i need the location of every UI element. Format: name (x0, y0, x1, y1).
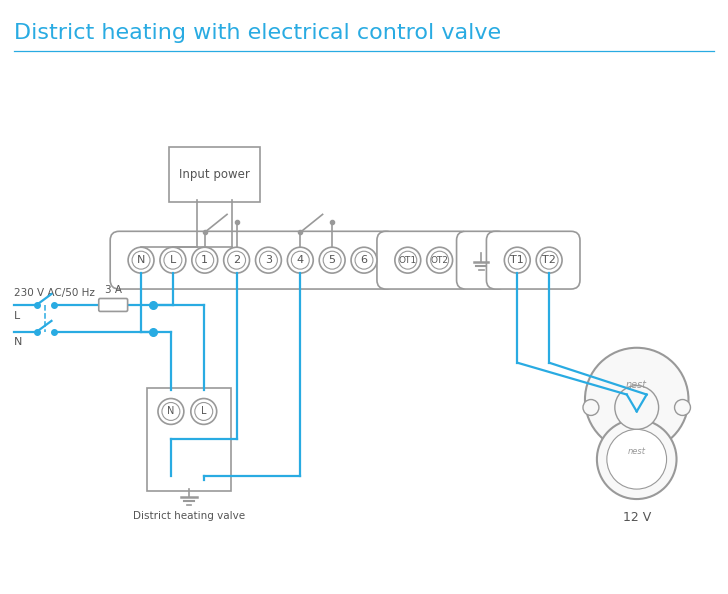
Text: L: L (170, 255, 176, 265)
Circle shape (607, 429, 667, 489)
FancyBboxPatch shape (110, 231, 395, 289)
Text: OT2: OT2 (431, 255, 448, 265)
FancyBboxPatch shape (99, 299, 127, 311)
Circle shape (540, 251, 558, 269)
Circle shape (399, 251, 416, 269)
Text: 5: 5 (328, 255, 336, 265)
Text: District heating valve: District heating valve (132, 511, 245, 521)
Text: 3: 3 (265, 255, 272, 265)
Text: L: L (14, 311, 20, 321)
Circle shape (191, 399, 217, 424)
Circle shape (223, 247, 250, 273)
Circle shape (288, 247, 313, 273)
Circle shape (132, 251, 150, 269)
Circle shape (615, 386, 659, 429)
Circle shape (128, 247, 154, 273)
Circle shape (319, 247, 345, 273)
Circle shape (256, 247, 282, 273)
Text: 3 A: 3 A (105, 285, 122, 295)
Circle shape (355, 251, 373, 269)
Circle shape (291, 251, 309, 269)
Circle shape (351, 247, 377, 273)
Text: nest: nest (626, 380, 647, 390)
Text: 6: 6 (360, 255, 368, 265)
FancyBboxPatch shape (624, 440, 649, 462)
Circle shape (537, 247, 562, 273)
Text: 230 V AC/50 Hz: 230 V AC/50 Hz (14, 288, 95, 298)
Text: District heating with electrical control valve: District heating with electrical control… (14, 23, 501, 43)
Text: 1: 1 (201, 255, 208, 265)
FancyBboxPatch shape (147, 387, 231, 491)
Text: Input power: Input power (179, 168, 250, 181)
Text: N: N (14, 337, 22, 347)
Text: T1: T1 (510, 255, 524, 265)
Circle shape (228, 251, 245, 269)
Text: L: L (201, 406, 207, 416)
FancyBboxPatch shape (377, 231, 470, 289)
Text: 2: 2 (233, 255, 240, 265)
Circle shape (164, 251, 182, 269)
Text: OT1: OT1 (399, 255, 417, 265)
FancyBboxPatch shape (169, 147, 261, 203)
Circle shape (323, 251, 341, 269)
Circle shape (162, 403, 180, 421)
Circle shape (431, 251, 448, 269)
FancyBboxPatch shape (456, 231, 507, 289)
Text: 4: 4 (297, 255, 304, 265)
Circle shape (259, 251, 277, 269)
Circle shape (508, 251, 526, 269)
FancyBboxPatch shape (486, 231, 580, 289)
Circle shape (675, 400, 690, 415)
Circle shape (585, 347, 689, 451)
Circle shape (195, 403, 213, 421)
Circle shape (597, 419, 676, 499)
Text: 12 V: 12 V (622, 511, 651, 524)
Circle shape (583, 400, 599, 415)
Text: N: N (167, 406, 175, 416)
Circle shape (395, 247, 421, 273)
Circle shape (191, 247, 218, 273)
Text: N: N (137, 255, 145, 265)
Circle shape (158, 399, 184, 424)
Text: T2: T2 (542, 255, 556, 265)
Circle shape (160, 247, 186, 273)
Circle shape (505, 247, 530, 273)
Text: nest: nest (628, 447, 646, 456)
Circle shape (196, 251, 214, 269)
Circle shape (427, 247, 453, 273)
